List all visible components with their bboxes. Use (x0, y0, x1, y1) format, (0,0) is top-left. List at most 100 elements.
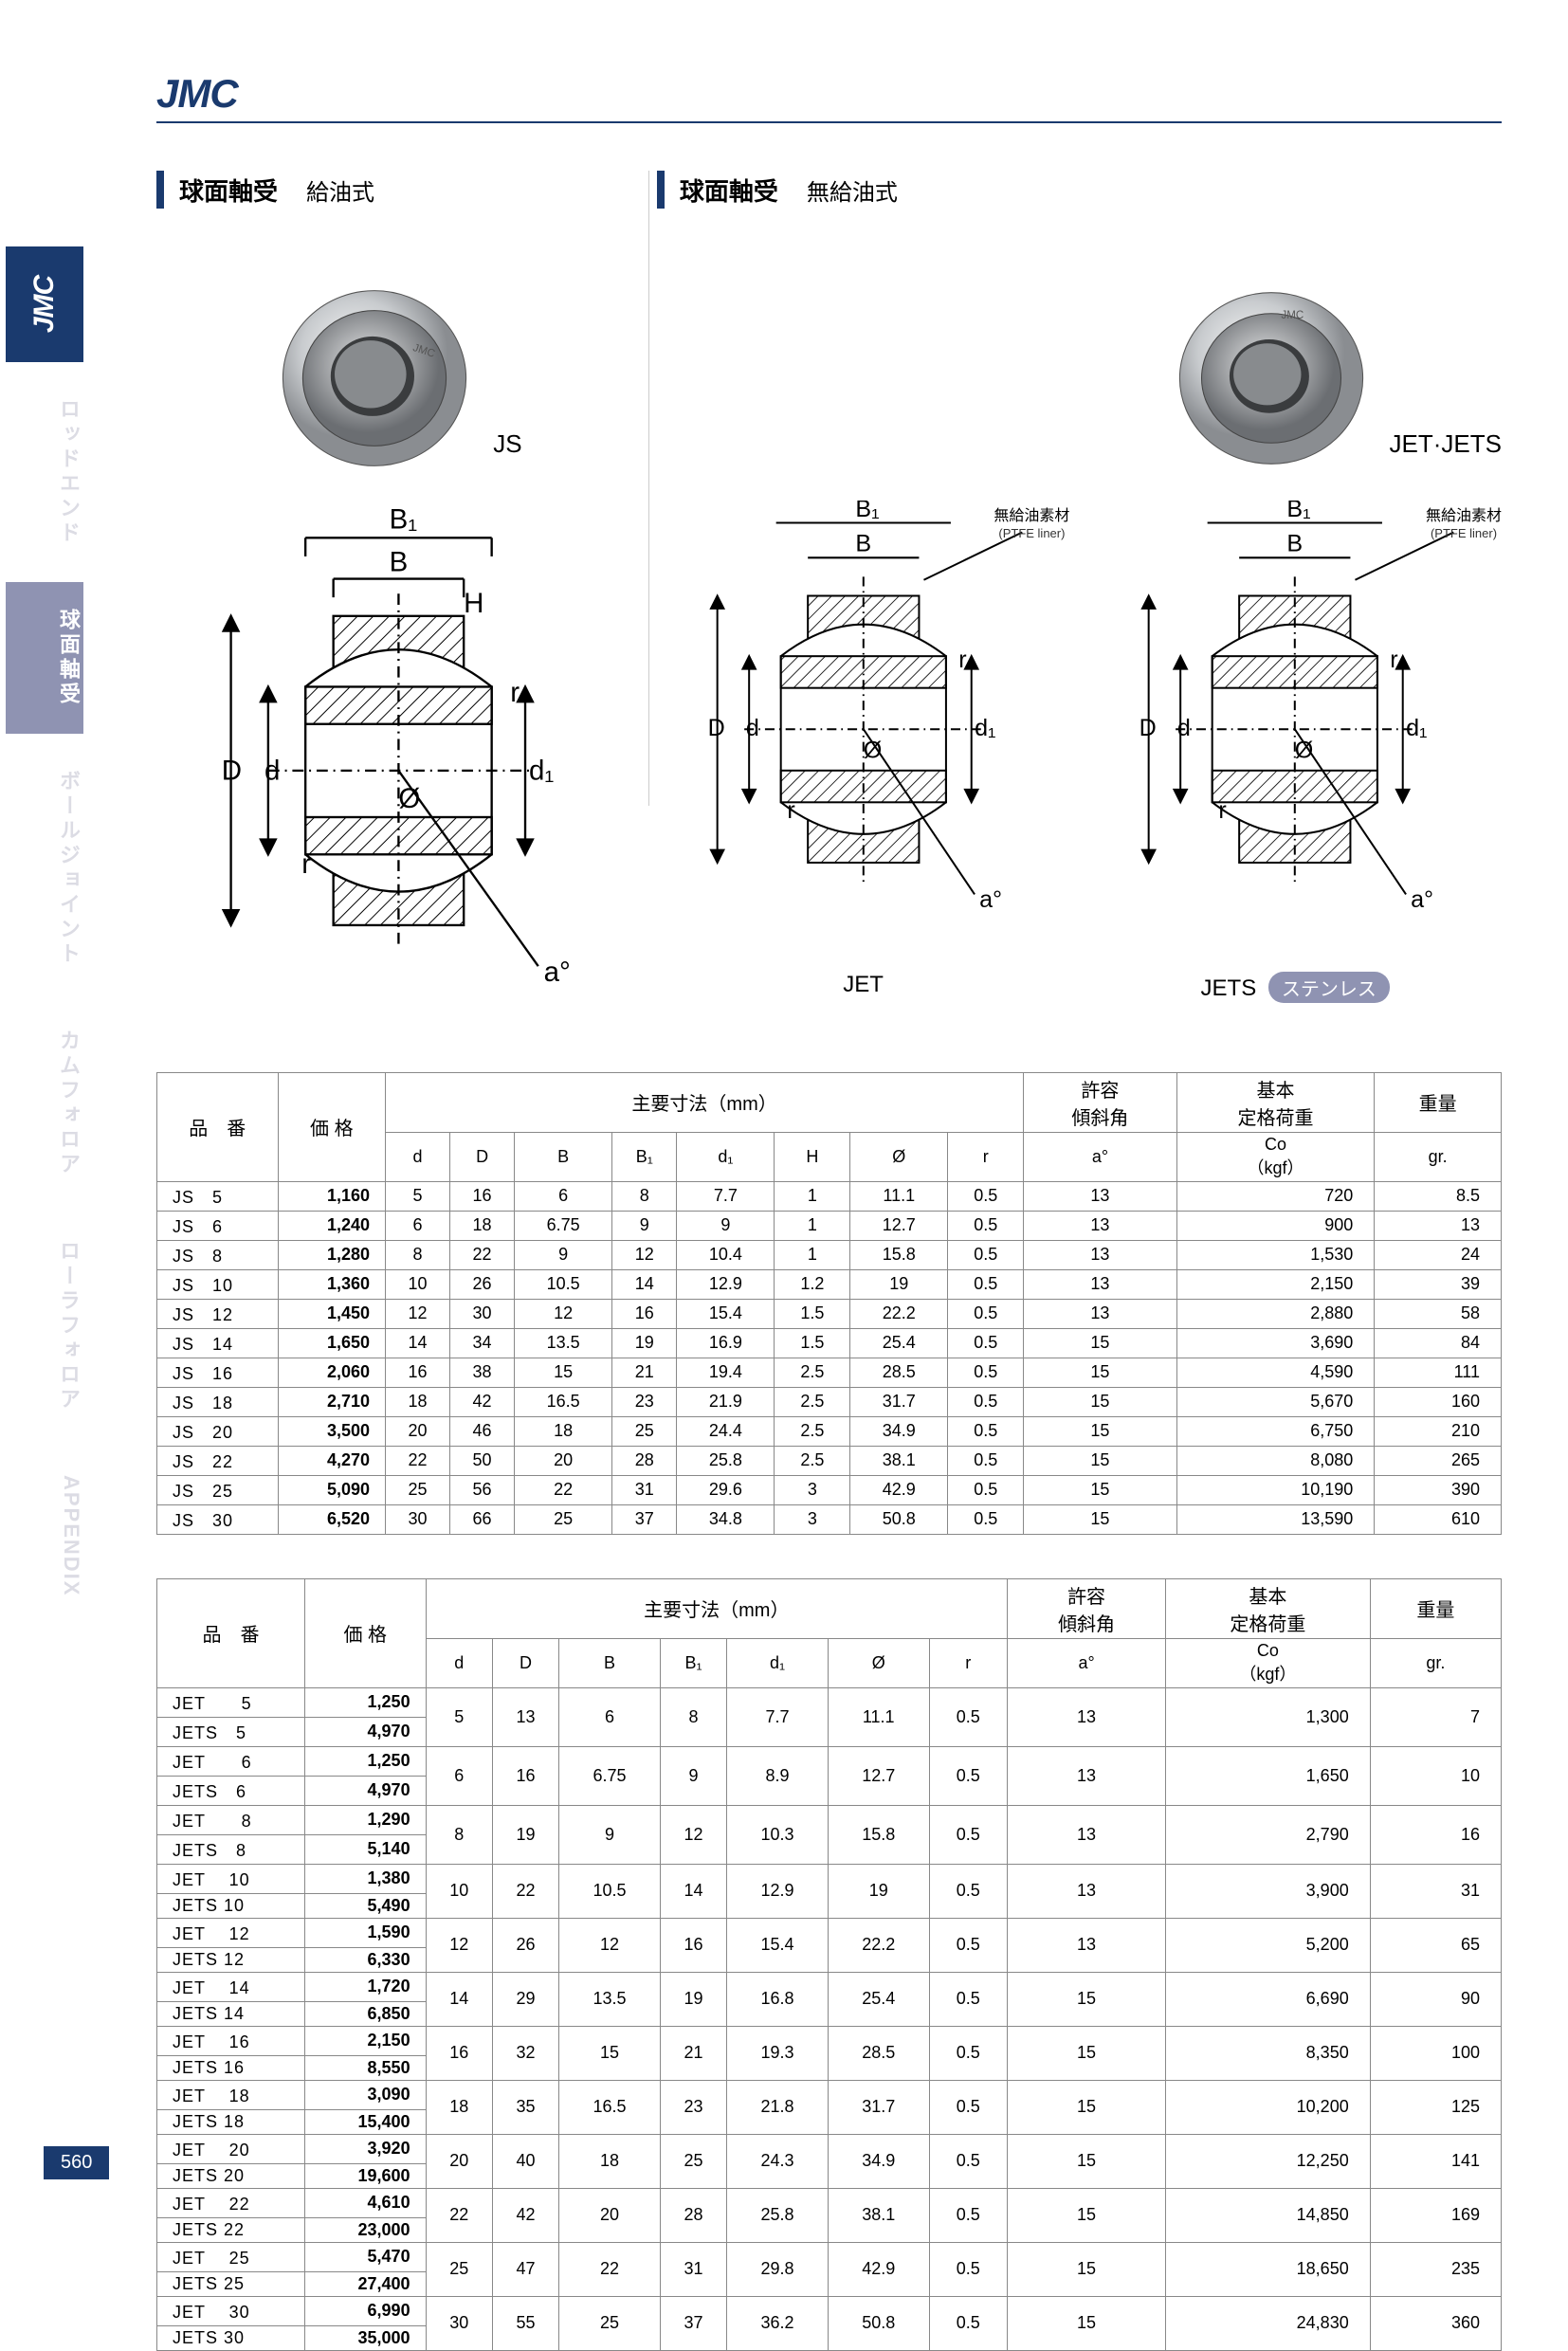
table-row: JET 224,6102242202825.838.10.51514,85016… (157, 2188, 1502, 2217)
col-weight: 重量 (1375, 1072, 1502, 1132)
table-row: JS 81,28082291210.4115.80.5131,53024 (157, 1240, 1502, 1269)
section-head-left: 球面軸受 給油式 (156, 171, 641, 209)
col-price: 価 格 (304, 1578, 426, 1687)
product-image-jet: JMC JET·JETS (657, 222, 1502, 478)
col-d: d (426, 1638, 492, 1687)
col-part: 品 番 (157, 1072, 279, 1181)
table-row: JET 121,5901226121615.422.20.5135,20065 (157, 1918, 1502, 1947)
section-bar-icon (657, 171, 665, 209)
js-spec-table: 品 番 価 格 主要寸法（mm） 許容 傾斜角 基本 定格荷重 重量 d D B… (156, 1072, 1502, 1535)
col-load: 基本 定格荷重 (1176, 1072, 1375, 1132)
table-row: JET 162,1501632152119.328.50.5158,350100 (157, 2026, 1502, 2055)
sidebar-tab-cam-follower[interactable]: カムフォロア (6, 1003, 83, 1204)
header-rule (156, 121, 1502, 123)
main-content: 球面軸受 給油式 J (156, 171, 1502, 2351)
col-weight: 重量 (1370, 1578, 1501, 1638)
table-row: JS 51,160516687.7111.10.5137208.5 (157, 1181, 1502, 1211)
table-row: JET 61,2506166.7598.912.70.5131,65010 (157, 1746, 1502, 1776)
sidebar: JMC ロッドエンド 球面軸受 ボールジョイント カムフォロア ローラフォロア … (0, 246, 114, 1632)
section-subtitle: 無給油式 (807, 173, 898, 207)
table-row: JET 101,380102210.51412.9190.5133,90031 (157, 1864, 1502, 1893)
col-phi: Ø (828, 1638, 929, 1687)
col-load-unit: Co （kgf） (1166, 1638, 1371, 1687)
svg-text:B₁: B₁ (1287, 501, 1311, 522)
table-row: JS 61,2406186.7599112.70.51390013 (157, 1211, 1502, 1240)
sidebar-tab-label: JMC (28, 265, 61, 343)
section-subtitle: 給油式 (306, 173, 374, 207)
sidebar-tab-jmc[interactable]: JMC (6, 246, 83, 362)
col-tilt-unit: a° (1024, 1132, 1177, 1181)
col-r: r (948, 1132, 1024, 1181)
col-B: B (559, 1638, 661, 1687)
table-row: JET 203,9202040182524.334.90.51512,25014… (157, 2134, 1502, 2163)
product-image-js: JMC JS (156, 222, 641, 478)
diagram-label: JETS (1201, 975, 1257, 1001)
svg-text:d₁: d₁ (975, 715, 995, 741)
table-row: JET 51,250513687.711.10.5131,3007 (157, 1687, 1502, 1717)
section-bar-icon (156, 171, 164, 209)
svg-text:d₁: d₁ (529, 756, 554, 787)
table-row: JET 255,4702547223129.842.90.51518,65023… (157, 2242, 1502, 2271)
liner-note-jp: 無給油素材 (994, 508, 1069, 524)
diagram-js: B₁ B H (156, 501, 641, 1046)
table-row: JS 141,650143413.51916.91.525.40.5153,69… (157, 1328, 1502, 1358)
table-row: JS 224,2702250202825.82.538.10.5158,0802… (157, 1446, 1502, 1475)
col-load: 基本 定格荷重 (1166, 1578, 1371, 1638)
svg-text:d: d (746, 715, 759, 741)
col-price: 価 格 (278, 1072, 385, 1181)
table-row: JET 141,720142913.51916.825.40.5156,6909… (157, 1972, 1502, 2001)
product-label: JS (493, 429, 521, 459)
section-title: 球面軸受 (680, 173, 778, 208)
svg-text:d: d (1177, 715, 1191, 741)
col-part: 品 番 (157, 1578, 305, 1687)
sidebar-tab-ball-joint[interactable]: ボールジョイント (6, 743, 83, 993)
col-B1: B₁ (612, 1132, 677, 1181)
col-weight-unit: gr. (1370, 1638, 1501, 1687)
svg-text:B₁: B₁ (855, 501, 879, 522)
col-d1: d₁ (727, 1638, 829, 1687)
brand-logo: JMC (156, 71, 238, 117)
sidebar-tab-rod-end[interactable]: ロッドエンド (6, 372, 83, 573)
svg-text:B: B (390, 547, 409, 578)
table-row: JS 255,0902556223129.6342.90.51510,19039… (157, 1475, 1502, 1504)
jet-spec-table: 品 番 価 格 主要寸法（mm） 許容 傾斜角 基本 定格荷重 重量 d D B… (156, 1578, 1502, 2351)
svg-text:r: r (787, 797, 794, 824)
svg-text:Ø: Ø (1295, 737, 1314, 763)
table-row: JET 306,9903055253736.250.80.51524,83036… (157, 2296, 1502, 2325)
column-separator (648, 171, 649, 806)
liner-note-en: (PTFE liner) (1431, 526, 1497, 540)
col-weight-unit: gr. (1375, 1132, 1502, 1181)
table-row: JS 101,360102610.51412.91.2190.5132,1503… (157, 1269, 1502, 1299)
col-H: H (775, 1132, 850, 1181)
col-B: B (515, 1132, 612, 1181)
svg-text:a°: a° (1412, 886, 1434, 913)
diagram-jet: 無給油素材 (PTFE liner) B₁ B (657, 501, 1070, 1003)
sidebar-tab-spherical[interactable]: 球面軸受 (6, 582, 83, 734)
svg-text:H: H (464, 588, 483, 619)
diagram-jets: 無給油素材 (PTFE liner) B₁ B (1088, 501, 1502, 1003)
col-load-unit: Co （kgf） (1176, 1132, 1375, 1181)
stainless-badge: ステンレス (1268, 972, 1390, 1003)
col-tilt: 許容 傾斜角 (1008, 1578, 1166, 1638)
svg-text:B: B (1287, 531, 1304, 557)
table-row: JS 182,710184216.52321.92.531.70.5155,67… (157, 1387, 1502, 1416)
col-tilt-unit: a° (1008, 1638, 1166, 1687)
svg-text:Ø: Ø (398, 783, 420, 814)
col-D: D (450, 1132, 515, 1181)
svg-text:JMC: JMC (1281, 310, 1304, 321)
liner-note-en: (PTFE liner) (998, 526, 1065, 540)
table-row: JET 81,29081991210.315.80.5132,79016 (157, 1805, 1502, 1834)
col-tilt: 許容 傾斜角 (1024, 1072, 1177, 1132)
table-row: JS 306,5203066253734.8350.80.51513,59061… (157, 1504, 1502, 1534)
table-row: JS 121,4501230121615.41.522.20.5132,8805… (157, 1299, 1502, 1328)
sidebar-tab-roller-follower[interactable]: ローラフォロア (6, 1213, 83, 1439)
col-phi: Ø (850, 1132, 948, 1181)
sidebar-tab-appendix[interactable]: APPENDIX (6, 1449, 83, 1623)
svg-text:d₁: d₁ (1406, 715, 1427, 741)
svg-text:Ø: Ø (864, 737, 883, 763)
col-d1: d₁ (677, 1132, 775, 1181)
col-d: d (386, 1132, 450, 1181)
table-row: JS 162,0601638152119.42.528.50.5154,5901… (157, 1358, 1502, 1387)
svg-text:r: r (1219, 797, 1227, 824)
page-number: 560 (44, 2146, 109, 2179)
